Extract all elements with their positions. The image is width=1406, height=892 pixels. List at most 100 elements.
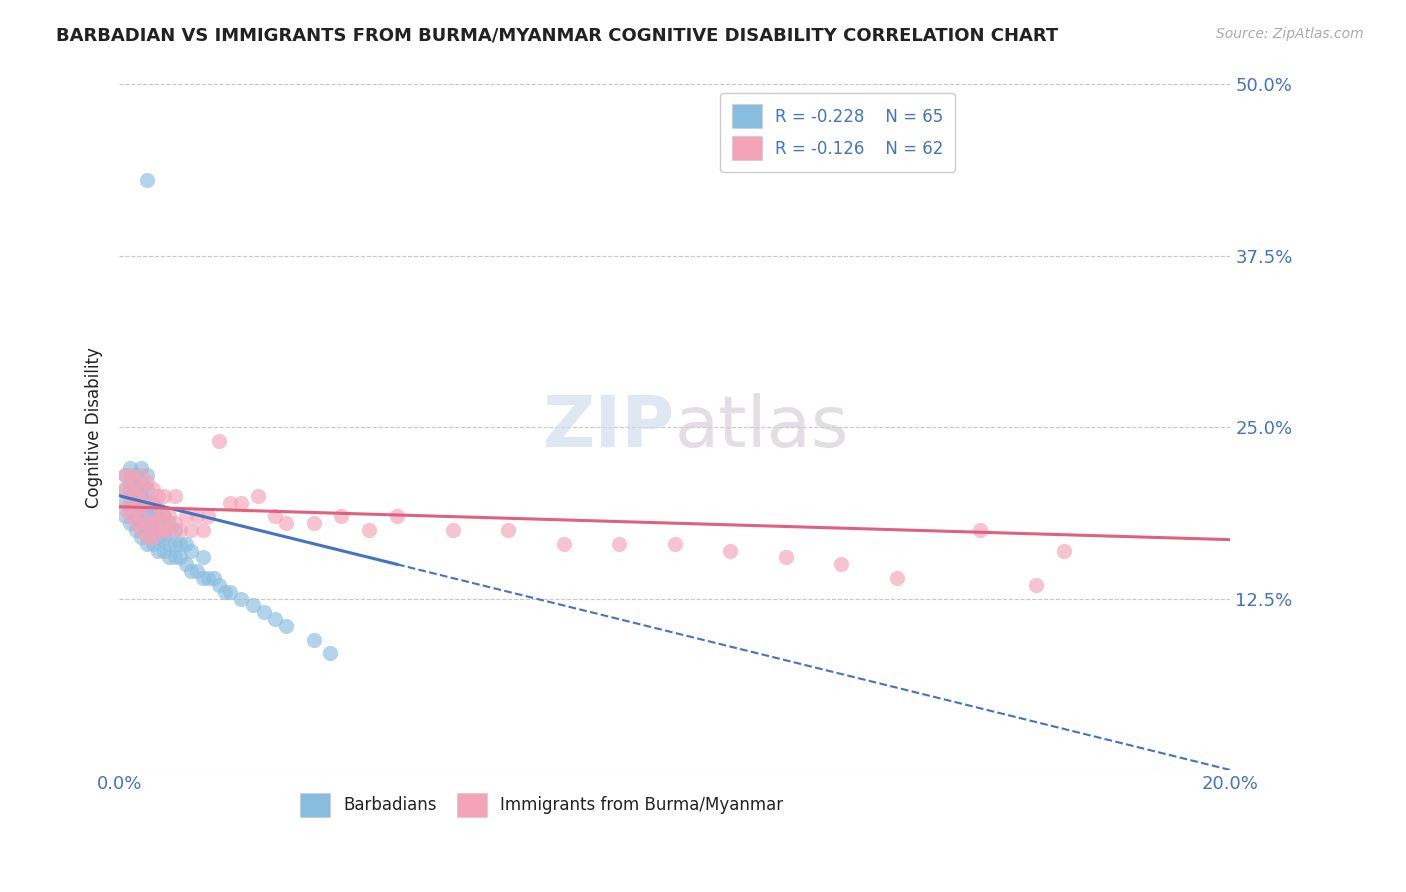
Point: [146, 509, 169, 524]
Point: [146, 516, 169, 531]
Point: [114, 495, 136, 509]
Point: [146, 523, 169, 537]
Point: [231, 495, 253, 509]
Point: [219, 495, 242, 509]
Point: [114, 468, 136, 483]
Point: [157, 537, 180, 551]
Point: [186, 509, 208, 524]
Text: BARBADIAN VS IMMIGRANTS FROM BURMA/MYANMAR COGNITIVE DISABILITY CORRELATION CHAR: BARBADIAN VS IMMIGRANTS FROM BURMA/MYANM…: [56, 27, 1059, 45]
Point: [136, 475, 159, 489]
Point: [152, 509, 174, 524]
Point: [120, 516, 142, 531]
Point: [120, 461, 142, 475]
Point: [174, 537, 197, 551]
Point: [131, 495, 153, 509]
Point: [136, 530, 159, 544]
Point: [441, 523, 464, 537]
Point: [125, 523, 148, 537]
Point: [120, 509, 142, 524]
Point: [180, 543, 202, 558]
Point: [131, 489, 153, 503]
Y-axis label: Cognitive Disability: Cognitive Disability: [86, 347, 103, 508]
Point: [136, 495, 159, 509]
Point: [274, 516, 297, 531]
Point: [263, 612, 285, 626]
Point: [131, 475, 153, 489]
Point: [330, 509, 353, 524]
Point: [263, 509, 285, 524]
Point: [125, 495, 148, 509]
Point: [152, 543, 174, 558]
Point: [114, 482, 136, 496]
Point: [157, 509, 180, 524]
Point: [169, 523, 191, 537]
Point: [231, 591, 253, 606]
Point: [214, 584, 236, 599]
Point: [146, 543, 169, 558]
Point: [125, 475, 148, 489]
Point: [136, 482, 159, 496]
Point: [1053, 543, 1076, 558]
Point: [142, 537, 165, 551]
Point: [125, 516, 148, 531]
Point: [131, 461, 153, 475]
Point: [174, 509, 197, 524]
Point: [886, 571, 908, 585]
Point: [114, 509, 136, 524]
Point: [775, 550, 797, 565]
Point: [136, 537, 159, 551]
Point: [152, 489, 174, 503]
Point: [131, 468, 153, 483]
Point: [157, 516, 180, 531]
Point: [219, 584, 242, 599]
Point: [136, 495, 159, 509]
Point: [253, 605, 276, 619]
Point: [131, 502, 153, 516]
Point: [120, 475, 142, 489]
Point: [553, 537, 575, 551]
Point: [114, 482, 136, 496]
Point: [169, 537, 191, 551]
Point: [125, 502, 148, 516]
Point: [131, 530, 153, 544]
Point: [125, 482, 148, 496]
Point: [146, 489, 169, 503]
Point: [152, 509, 174, 524]
Point: [163, 537, 186, 551]
Text: atlas: atlas: [675, 392, 849, 462]
Point: [208, 434, 231, 448]
Point: [191, 571, 214, 585]
Point: [202, 571, 225, 585]
Point: [208, 578, 231, 592]
Point: [385, 509, 408, 524]
Point: [136, 173, 159, 187]
Point: [114, 468, 136, 483]
Point: [120, 502, 142, 516]
Point: [247, 489, 270, 503]
Point: [131, 482, 153, 496]
Point: [131, 509, 153, 524]
Point: [142, 523, 165, 537]
Point: [120, 489, 142, 503]
Point: [197, 509, 219, 524]
Point: [163, 550, 186, 565]
Point: [969, 523, 991, 537]
Point: [157, 523, 180, 537]
Point: [186, 564, 208, 578]
Point: [191, 550, 214, 565]
Point: [319, 647, 342, 661]
Point: [163, 523, 186, 537]
Point: [142, 509, 165, 524]
Point: [163, 516, 186, 531]
Point: [242, 599, 264, 613]
Point: [302, 632, 325, 647]
Point: [152, 530, 174, 544]
Point: [142, 495, 165, 509]
Point: [131, 523, 153, 537]
Point: [142, 530, 165, 544]
Point: [169, 550, 191, 565]
Text: ZIP: ZIP: [543, 392, 675, 462]
Point: [136, 516, 159, 531]
Point: [136, 509, 159, 524]
Point: [180, 564, 202, 578]
